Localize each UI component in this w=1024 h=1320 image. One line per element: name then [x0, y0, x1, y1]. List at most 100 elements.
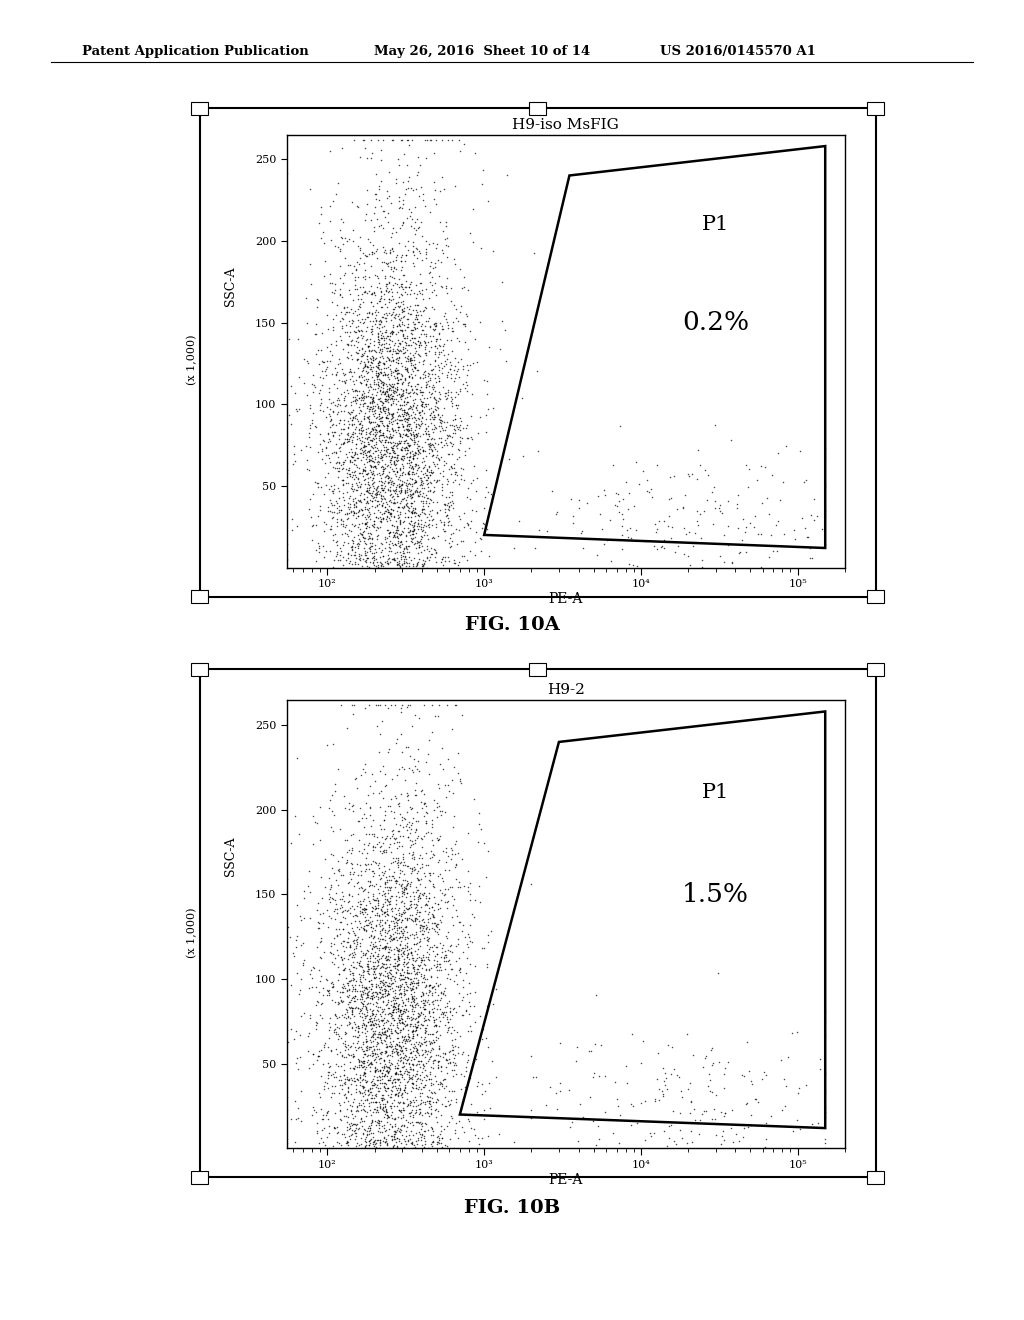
Point [376, 440, 392, 461]
Point [332, 986, 348, 1007]
Point [803, 504, 819, 525]
Point [462, 890, 478, 911]
Point [378, 1060, 394, 1081]
Point [452, 426, 468, 447]
Point [389, 461, 406, 482]
Point [377, 936, 393, 957]
Point [333, 400, 349, 421]
Point [656, 1063, 673, 1084]
Point [333, 510, 349, 531]
Point [377, 1064, 393, 1085]
Point [373, 532, 389, 553]
Point [597, 484, 613, 506]
Point [418, 812, 434, 833]
Point [319, 337, 336, 358]
Point [392, 977, 409, 998]
Point [351, 247, 368, 268]
Point [356, 370, 373, 391]
Point [354, 977, 371, 998]
Point [350, 1051, 367, 1072]
Point [415, 424, 431, 445]
Point [409, 1040, 425, 1061]
Point [406, 412, 422, 433]
Point [369, 384, 385, 405]
Point [352, 1127, 369, 1148]
Point [431, 1006, 447, 1027]
Point [377, 886, 393, 907]
Text: P1: P1 [702, 783, 729, 803]
Point [593, 519, 609, 540]
Point [366, 243, 382, 264]
Point [453, 465, 469, 486]
Point [618, 1072, 635, 1093]
Point [433, 352, 450, 374]
Point [426, 1011, 442, 1032]
Point [423, 473, 439, 494]
Point [418, 345, 434, 366]
Point [365, 424, 381, 445]
Point [346, 969, 362, 990]
Point [401, 366, 418, 387]
Point [431, 383, 447, 404]
Point [390, 445, 407, 466]
Point [387, 1107, 403, 1129]
X-axis label: PE-A: PE-A [549, 593, 583, 606]
Point [374, 1041, 390, 1063]
Point [445, 997, 462, 1018]
Point [404, 395, 421, 416]
Point [445, 1019, 462, 1040]
Point [387, 1057, 403, 1078]
Point [409, 395, 425, 416]
Point [305, 1097, 322, 1118]
Point [311, 912, 328, 933]
Point [364, 256, 380, 277]
Point [391, 1068, 408, 1089]
Point [377, 929, 393, 950]
Point [367, 502, 383, 523]
Point [390, 333, 407, 354]
Point [387, 433, 403, 454]
Point [407, 502, 423, 523]
Point [394, 440, 411, 461]
Point [395, 416, 412, 437]
Point [391, 334, 408, 355]
Point [399, 936, 416, 957]
Point [348, 479, 365, 500]
Point [459, 549, 475, 570]
Point [461, 1003, 477, 1024]
Point [425, 1030, 441, 1051]
Point [400, 498, 417, 519]
Point [446, 1035, 463, 1056]
Point [333, 499, 349, 520]
Point [351, 894, 368, 915]
Point [384, 238, 400, 259]
Point [360, 1134, 377, 1155]
Point [352, 1100, 369, 1121]
Point [323, 817, 339, 838]
Point [380, 391, 396, 412]
Point [406, 1077, 422, 1098]
Point [386, 968, 402, 989]
Point [390, 854, 407, 875]
Point [421, 1041, 437, 1063]
Point [418, 915, 434, 936]
Point [348, 433, 365, 454]
Point [381, 426, 397, 447]
Point [360, 441, 377, 462]
Point [351, 998, 368, 1019]
Point [361, 539, 378, 560]
Point [398, 309, 415, 330]
Point [377, 388, 393, 409]
Point [362, 231, 379, 252]
Point [357, 341, 374, 362]
Point [383, 821, 399, 842]
Point [394, 319, 411, 341]
Point [367, 543, 383, 564]
Point [381, 939, 397, 960]
Point [391, 554, 408, 576]
Point [344, 837, 360, 858]
Point [403, 1022, 420, 1043]
Point [382, 1104, 398, 1125]
Point [429, 944, 445, 965]
Point [285, 453, 301, 474]
